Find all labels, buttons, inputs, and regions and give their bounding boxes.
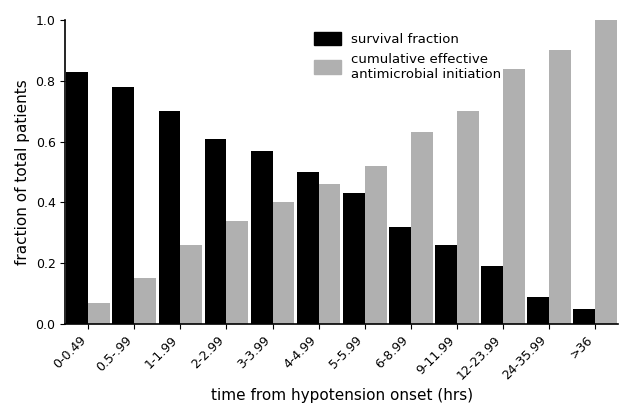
Bar [595,20,617,324]
Bar [343,193,365,324]
Bar [457,111,479,324]
Bar [411,133,432,324]
Bar [251,151,273,324]
Bar [180,245,203,324]
X-axis label: time from hypotension onset (hrs): time from hypotension onset (hrs) [211,388,473,403]
Bar [158,111,180,324]
Y-axis label: fraction of total patients: fraction of total patients [15,79,30,265]
Bar [227,221,248,324]
Bar [389,227,411,324]
Bar [134,278,156,324]
Bar [481,266,503,324]
Bar [113,87,134,324]
Bar [318,184,341,324]
Bar [549,51,571,324]
Legend: survival fraction, cumulative effective
antimicrobial initiation: survival fraction, cumulative effective … [309,27,507,86]
Bar [297,172,318,324]
Bar [273,202,294,324]
Bar [365,166,387,324]
Bar [204,139,227,324]
Bar [503,69,525,324]
Bar [66,71,89,324]
Bar [89,303,110,324]
Bar [573,309,595,324]
Bar [435,245,457,324]
Bar [527,297,549,324]
